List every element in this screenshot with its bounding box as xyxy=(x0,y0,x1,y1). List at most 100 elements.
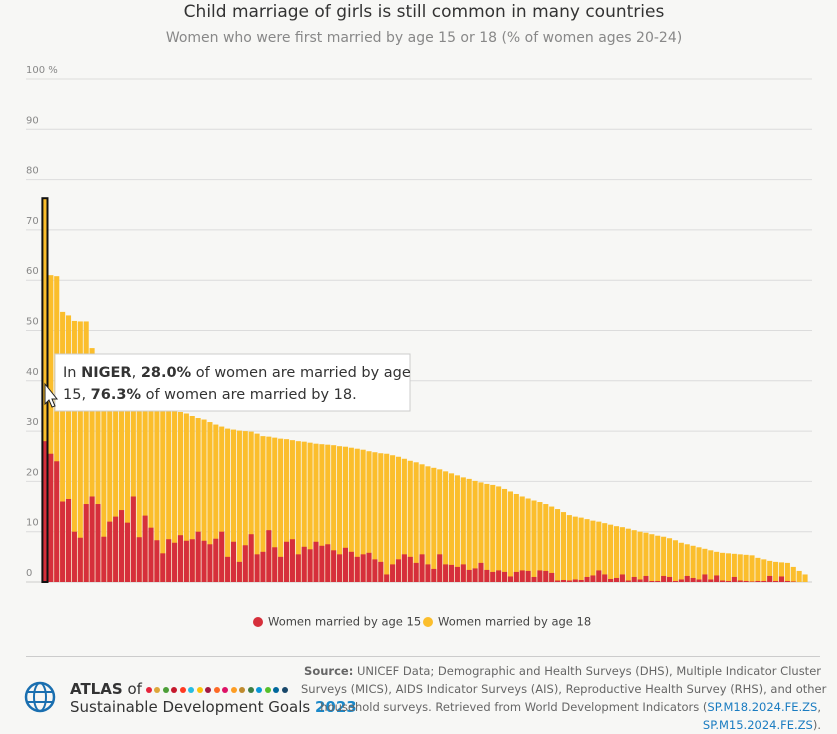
bar xyxy=(201,540,207,582)
bar xyxy=(283,541,290,582)
brand-of: of xyxy=(127,680,142,698)
bar xyxy=(749,581,755,582)
bar xyxy=(708,550,714,582)
bar xyxy=(172,542,178,582)
bar xyxy=(537,570,543,582)
bar xyxy=(531,576,537,582)
source-line: Source: UNICEF Data; Demographic and Hea… xyxy=(301,662,821,680)
bar xyxy=(95,504,101,582)
bar xyxy=(65,499,72,582)
bar xyxy=(136,537,142,582)
bar xyxy=(478,482,484,582)
bar xyxy=(796,570,802,582)
bar xyxy=(496,570,502,582)
bar xyxy=(425,564,431,582)
bar xyxy=(348,551,354,582)
bar xyxy=(566,580,572,582)
bar xyxy=(325,444,331,582)
bar xyxy=(590,520,596,582)
source-text: , xyxy=(817,700,821,714)
bar xyxy=(425,466,431,582)
bar xyxy=(431,467,437,582)
bar xyxy=(484,483,490,582)
bar xyxy=(702,574,708,582)
bar xyxy=(154,407,160,582)
bar xyxy=(755,580,761,582)
source-text: household surveys. Retrieved from World … xyxy=(320,700,708,714)
source-link[interactable]: SP.M18.2024.FE.ZS xyxy=(707,700,818,714)
bar xyxy=(354,448,360,582)
bar xyxy=(142,515,148,582)
bar xyxy=(625,580,631,582)
bar xyxy=(472,480,478,582)
tooltip-box xyxy=(54,353,411,412)
bar xyxy=(631,530,637,582)
bar xyxy=(172,410,178,582)
bar xyxy=(484,569,490,582)
bar xyxy=(696,547,702,582)
bar xyxy=(331,550,337,582)
legend: Women married by age 15 Women married by … xyxy=(253,615,591,629)
bar xyxy=(543,570,549,582)
bar xyxy=(666,576,673,582)
bar xyxy=(89,348,95,582)
bar xyxy=(613,526,620,582)
tooltip-segment: In xyxy=(63,365,81,381)
footer-divider xyxy=(26,656,820,657)
bar xyxy=(496,486,502,582)
bar xyxy=(448,564,455,582)
y-tick-label: 60 xyxy=(26,266,39,277)
bar xyxy=(213,538,219,582)
bar xyxy=(743,554,749,582)
tooltip-segment: of women are married by 18. xyxy=(141,387,357,403)
tooltip-segment: NIGER xyxy=(81,365,132,381)
bar xyxy=(737,580,743,582)
bar xyxy=(761,559,767,582)
bar xyxy=(71,320,77,582)
chart: Child marriage of girls is still common … xyxy=(26,2,812,629)
bar xyxy=(342,446,348,582)
bar xyxy=(65,315,72,582)
bar xyxy=(637,531,643,582)
bar xyxy=(219,531,225,582)
bar xyxy=(454,475,460,582)
bar xyxy=(95,360,101,582)
bar xyxy=(195,531,201,582)
bar xyxy=(183,413,189,582)
bar xyxy=(678,542,684,582)
brand-year: 2023 xyxy=(314,698,357,716)
bar xyxy=(619,574,625,582)
bar xyxy=(295,554,301,582)
bar xyxy=(525,570,531,582)
chart-title: Child marriage of girls is still common … xyxy=(184,2,665,22)
bar xyxy=(590,575,596,582)
bar xyxy=(773,580,779,582)
tooltip-segment: of women are married by age xyxy=(191,365,411,381)
legend-swatch xyxy=(423,617,433,627)
bar xyxy=(549,506,555,582)
bars xyxy=(41,197,808,583)
bar xyxy=(242,431,248,582)
bar xyxy=(201,419,207,582)
y-tick-label: 40 xyxy=(26,367,39,378)
brand: ATLAS of Sustainable Development Goals 2… xyxy=(70,680,357,716)
bar xyxy=(337,446,343,582)
bar xyxy=(107,521,113,582)
y-tick-label: 0 xyxy=(26,568,32,579)
bar xyxy=(360,449,366,582)
bar xyxy=(48,275,54,582)
bar xyxy=(407,460,413,582)
bar xyxy=(448,473,455,582)
bar xyxy=(507,491,513,582)
tooltip-text: In NIGER, 28.0% of women are married by … xyxy=(63,365,411,403)
source: Source: UNICEF Data; Demographic and Hea… xyxy=(301,662,826,734)
bar xyxy=(166,539,172,582)
brand-atlas: ATLAS xyxy=(70,680,123,698)
bar xyxy=(407,556,413,582)
bar xyxy=(177,411,184,582)
bar xyxy=(77,321,83,582)
bar xyxy=(466,478,472,582)
source-link[interactable]: SP.M15.2024.FE.ZS xyxy=(702,718,813,732)
bar xyxy=(767,575,773,582)
bar xyxy=(384,453,390,582)
